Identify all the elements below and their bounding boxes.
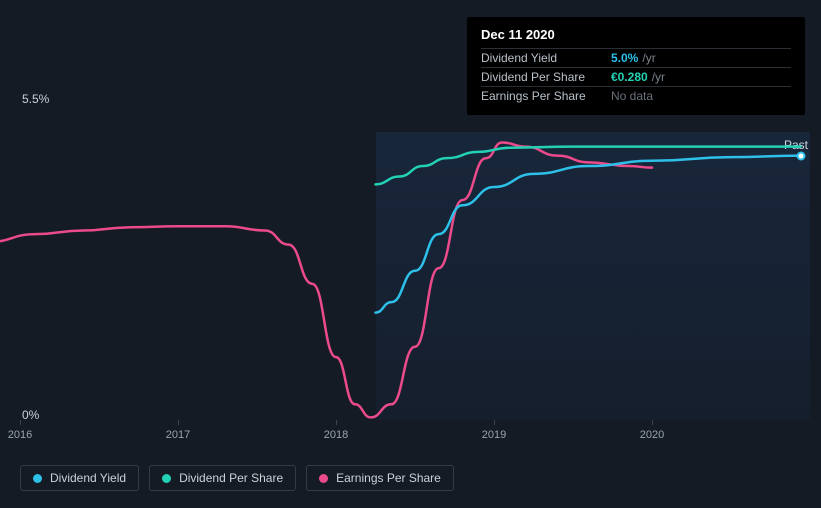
legend-item-dividend_per_share[interactable]: Dividend Per Share — [149, 465, 296, 491]
x-tick-label: 2017 — [166, 429, 190, 441]
series-svg — [20, 132, 810, 420]
plot-area[interactable]: Past 0% — [20, 132, 810, 420]
x-axis: 20162017201820192020 — [20, 425, 810, 445]
x-tick-label: 2019 — [482, 429, 506, 441]
hover-marker — [796, 151, 805, 160]
tooltip-row-value: 5.0%/yr — [611, 51, 656, 65]
tooltip-row: Dividend Yield5.0%/yr — [481, 48, 791, 67]
tooltip-row-label: Earnings Per Share — [481, 89, 611, 103]
tooltip-row-nodata: No data — [611, 89, 653, 103]
legend-item-earnings_per_share[interactable]: Earnings Per Share — [306, 465, 454, 491]
tooltip-row: Earnings Per ShareNo data — [481, 86, 791, 105]
chart-container: 5.5% Past 0% — [20, 110, 810, 420]
legend-label: Dividend Yield — [50, 471, 126, 485]
x-tick-mark — [336, 420, 337, 425]
x-tick-mark — [652, 420, 653, 425]
tooltip-date: Dec 11 2020 — [481, 27, 791, 42]
tooltip-row-unit: /yr — [642, 51, 655, 65]
tooltip-row-unit: /yr — [652, 70, 665, 84]
y-axis-max-label: 5.5% — [22, 92, 49, 106]
x-tick-mark — [178, 420, 179, 425]
x-tick-label: 2016 — [8, 429, 32, 441]
legend-label: Earnings Per Share — [336, 471, 441, 485]
x-tick-label: 2020 — [640, 429, 664, 441]
tooltip-rows: Dividend Yield5.0%/yrDividend Per Share€… — [481, 48, 791, 105]
tooltip-row-value: €0.280/yr — [611, 70, 665, 84]
legend-label: Dividend Per Share — [179, 471, 283, 485]
legend-swatch — [33, 474, 42, 483]
legend-swatch — [162, 474, 171, 483]
x-tick-mark — [494, 420, 495, 425]
chart-tooltip: Dec 11 2020 Dividend Yield5.0%/yrDividen… — [467, 17, 805, 115]
x-tick-label: 2018 — [324, 429, 348, 441]
series-line-earnings_per_share — [0, 142, 652, 417]
legend: Dividend Yield Dividend Per Share Earnings… — [20, 465, 454, 491]
tooltip-row-label: Dividend Per Share — [481, 70, 611, 84]
tooltip-row-label: Dividend Yield — [481, 51, 611, 65]
series-line-dividend_yield — [376, 156, 801, 313]
tooltip-row: Dividend Per Share€0.280/yr — [481, 67, 791, 86]
legend-item-dividend_yield[interactable]: Dividend Yield — [20, 465, 139, 491]
legend-swatch — [319, 474, 328, 483]
x-tick-mark — [20, 420, 21, 425]
y-axis-min-label: 0% — [22, 408, 39, 422]
